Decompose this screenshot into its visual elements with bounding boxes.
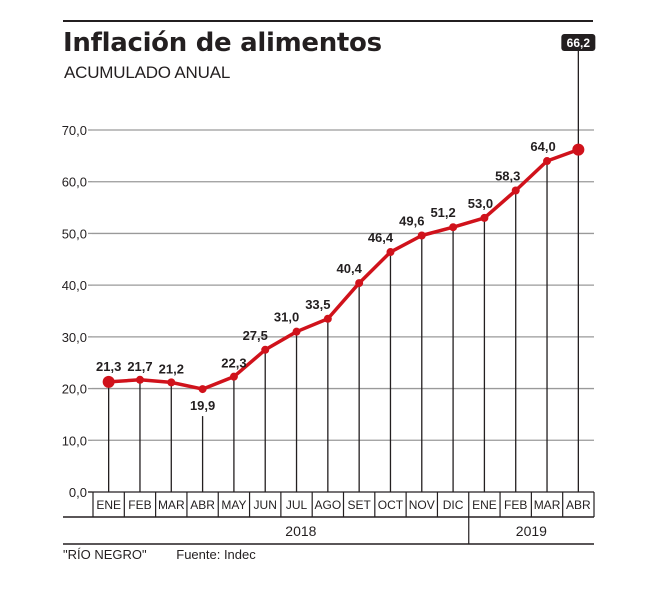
chart-title: Inflación de alimentos [63,28,382,58]
data-point [572,143,585,156]
data-point [261,345,270,354]
footer: "RÍO NEGRO" Fuente: Indec [63,547,256,562]
y-tick-label: 60,0 [62,175,87,190]
last-value-badge [561,34,596,51]
data-label: 51,2 [430,205,455,220]
x-tick-label: FEB [504,498,527,512]
x-tick-label: SET [347,498,371,512]
data-point [543,157,552,166]
x-tick-label: ENE [96,498,121,512]
data-label: 53,0 [468,196,493,211]
data-point [229,372,238,381]
x-tick-label: AGO [315,498,342,512]
data-point [480,213,489,222]
data-labels: 21,3 21,7 21,2 19,9 22,3 27,5 31,0 33,5 40,4 46,4… [96,34,596,413]
data-label: 21,2 [159,361,184,376]
y-tick-label: 20,0 [62,382,87,397]
data-point [167,378,176,387]
data-point [449,223,458,232]
series-polyline [108,148,579,391]
source-text: Fuente: Indec [176,547,256,562]
x-tick-label: DIC [443,498,464,512]
data-point [355,279,364,288]
data-label: 33,5 [305,297,330,312]
data-point [135,375,144,384]
data-label: 27,5 [243,328,268,343]
data-point [323,314,332,323]
x-tick-label: JUL [286,498,308,512]
y-tick-label: 70,0 [62,123,87,138]
y-tick-label: 0,0 [69,485,87,500]
data-label: 64,0 [530,139,555,154]
series-line [102,143,585,394]
data-label: 21,3 [96,359,121,374]
y-axis: 0,0 10,0 20,0 30,0 40,0 50,0 60,0 70,0 [62,123,92,500]
data-label: 40,4 [337,261,363,276]
chart-subtitle: ACUMULADO ANUAL [64,63,231,82]
x-tick-label: MAR [158,498,185,512]
top-rule [63,20,593,22]
data-point [198,385,207,394]
data-label: 21,7 [127,359,152,374]
y-tick-label: 50,0 [62,226,87,241]
year-label: 2019 [516,523,547,539]
y-tick-label: 40,0 [62,278,87,293]
y-tick-label: 30,0 [62,330,87,345]
x-tick-label: MAR [534,498,561,512]
x-tick-label: JUN [254,498,277,512]
data-point [386,248,395,257]
data-point [417,231,426,240]
data-label: 58,3 [495,169,520,184]
data-label: 46,4 [368,230,394,245]
data-point [511,186,520,195]
data-label: 19,9 [190,398,215,413]
x-tick-label: ENE [472,498,497,512]
y-tick-label: 10,0 [62,433,87,448]
x-axis: ENE FEB MAR ABR MAY JUN JUL AGO SET OCT NOV DIC ENE F… [63,491,595,545]
data-label: 31,0 [274,310,299,325]
x-tick-label: ABR [566,498,591,512]
data-label: 49,6 [399,213,424,228]
x-tick-label: NOV [409,498,435,512]
data-point [292,327,301,336]
x-tick-label: ABR [190,498,215,512]
credit-text: "RÍO NEGRO" [63,547,147,562]
drop-lines [108,48,579,492]
x-tick-label: OCT [378,498,404,512]
x-tick-label: FEB [128,498,151,512]
data-label: 66,2 [567,36,591,50]
gridlines [92,129,594,441]
data-point [102,375,115,388]
x-tick-label: MAY [221,498,246,512]
year-label: 2018 [285,523,316,539]
data-label: 22,3 [221,356,246,371]
